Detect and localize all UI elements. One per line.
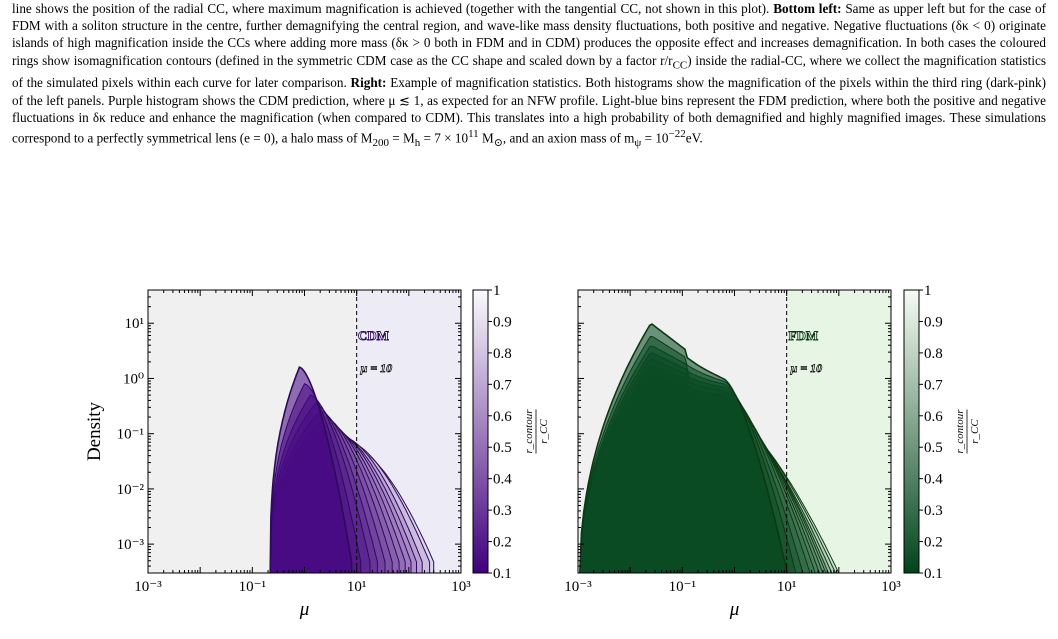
x-tick-label: 10³ bbox=[881, 579, 901, 595]
density-curves bbox=[578, 323, 840, 573]
colorbar-tick-label: 0.8 bbox=[493, 346, 512, 362]
panel-label: CDM bbox=[358, 328, 389, 343]
caption-right-text: Example of magnification statistics. Bot… bbox=[12, 75, 1047, 146]
colorbar-tick-label: 0.8 bbox=[924, 346, 943, 362]
colorbar-tick-label: 0.5 bbox=[924, 440, 943, 456]
density-curve-r-0.1 bbox=[578, 323, 788, 573]
y-tick-label: 10⁻³ bbox=[117, 537, 145, 553]
panel-label: FDM bbox=[789, 328, 819, 343]
caption-heading-right: Right: bbox=[350, 75, 387, 91]
colorbar-tick-label: 0.7 bbox=[493, 377, 512, 393]
colorbar-tick-label: 0.6 bbox=[924, 409, 943, 425]
vline-annotation: μ = 10 bbox=[360, 361, 393, 375]
caption-sub-cc: CC bbox=[672, 59, 688, 72]
x-tick-label: 10⁻¹ bbox=[239, 579, 266, 595]
x-tick-label: 10¹ bbox=[777, 579, 797, 595]
x-tick-label: 10⁻³ bbox=[564, 579, 592, 595]
caption-sup-22: −22 bbox=[668, 128, 686, 141]
colorbar-tick-label: 1 bbox=[493, 283, 501, 299]
x-tick-label: 10¹ bbox=[347, 579, 367, 595]
density-curve-r-0.1 bbox=[269, 366, 353, 573]
colorbar-tick-label: 0.1 bbox=[924, 566, 943, 582]
caption-bottom-left-text-2: ) inside the radial-CC, where we collect… bbox=[12, 52, 1046, 91]
colorbar-label: r_contour r_CC bbox=[954, 409, 981, 454]
caption-sup-11: 11 bbox=[468, 128, 479, 141]
colorbar-label-numerator: r_contour bbox=[954, 409, 966, 454]
y-tick-label: 10¹ bbox=[125, 316, 145, 332]
caption-sub-psi: ψ bbox=[634, 137, 642, 150]
caption-mid: = M bbox=[388, 130, 415, 146]
caption-sub-sun: ⊙ bbox=[493, 137, 503, 150]
colorbar-tick-label: 0.2 bbox=[924, 535, 943, 551]
colorbar-tick-label: 0.4 bbox=[493, 472, 512, 488]
colorbar-tick-label: 0.2 bbox=[493, 535, 512, 551]
colorbar-label: r_contour r_CC bbox=[523, 409, 550, 454]
axis-ticks bbox=[577, 289, 892, 574]
caption-mid4: , and an axion mass of m bbox=[502, 130, 635, 146]
colorbar-tick-label: 0.1 bbox=[493, 566, 512, 582]
y-tick-label: 10⁰ bbox=[123, 371, 144, 387]
colorbar-tick-label: 1 bbox=[924, 283, 932, 299]
colorbar-label-denominator: r_CC bbox=[969, 419, 981, 444]
caption-end: eV. bbox=[685, 130, 703, 146]
colorbar-tick-label: 0.9 bbox=[493, 314, 512, 330]
x-tick-label: 10⁻¹ bbox=[669, 579, 696, 595]
colorbar-label-numerator: r_contour bbox=[523, 409, 535, 454]
chart-panel-fdm: 10⁻³ 10⁻¹ 10¹ 10³ μ FDM μ = 10 0.1 0.2 0.3 0.4 0.5 0… bbox=[564, 283, 981, 620]
colorbar bbox=[903, 289, 920, 574]
density-curves bbox=[269, 366, 435, 573]
y-tick-label: 10⁻¹ bbox=[117, 427, 144, 443]
figure-caption: line shows the position of the radial CC… bbox=[12, 0, 1046, 152]
colorbar-label-denominator: r_CC bbox=[538, 419, 550, 444]
caption-mid5: = 10 bbox=[641, 130, 669, 146]
y-tick-label: 10⁻² bbox=[117, 482, 145, 498]
caption-mid2: = 7 × 10 bbox=[420, 130, 469, 146]
caption-line-1: line shows the position of the radial CC… bbox=[12, 1, 770, 16]
figure-panels: 10⁻³ 10⁻¹ 10¹ 10³ 10⁻³ 10⁻² 10⁻¹ 10⁰ 10¹ μ Density… bbox=[84, 283, 981, 620]
colorbar-tick-label: 0.7 bbox=[924, 377, 943, 393]
caption-mid3: M bbox=[478, 130, 494, 146]
x-axis-label: μ bbox=[299, 599, 310, 620]
colorbar bbox=[472, 289, 489, 574]
x-tick-label: 10⁻³ bbox=[134, 579, 162, 595]
caption-sub-200: 200 bbox=[372, 137, 389, 150]
colorbar-tick-label: 0.3 bbox=[924, 503, 943, 519]
colorbar-tick-label: 0.4 bbox=[924, 472, 943, 488]
colorbar-tick-label: 0.5 bbox=[493, 440, 512, 456]
x-tick-label: 10³ bbox=[451, 579, 471, 595]
vline-annotation: μ = 10 bbox=[790, 361, 823, 375]
colorbar-tick-label: 0.6 bbox=[493, 409, 512, 425]
chart-panel-cdm: 10⁻³ 10⁻¹ 10¹ 10³ 10⁻³ 10⁻² 10⁻¹ 10⁰ 10¹ μ Density… bbox=[84, 283, 550, 620]
axis-ticks bbox=[147, 289, 462, 574]
x-axis-label: μ bbox=[729, 599, 740, 620]
caption-sub-h: h bbox=[414, 137, 421, 150]
y-axis-label: Density bbox=[84, 401, 105, 461]
colorbar-tick-label: 0.9 bbox=[924, 314, 943, 330]
caption-bottom-left-text: Same as upper left but for the case of F… bbox=[12, 1, 1046, 68]
caption-heading-bottom-left: Bottom left: bbox=[773, 1, 842, 16]
colorbar-tick-label: 0.3 bbox=[493, 503, 512, 519]
